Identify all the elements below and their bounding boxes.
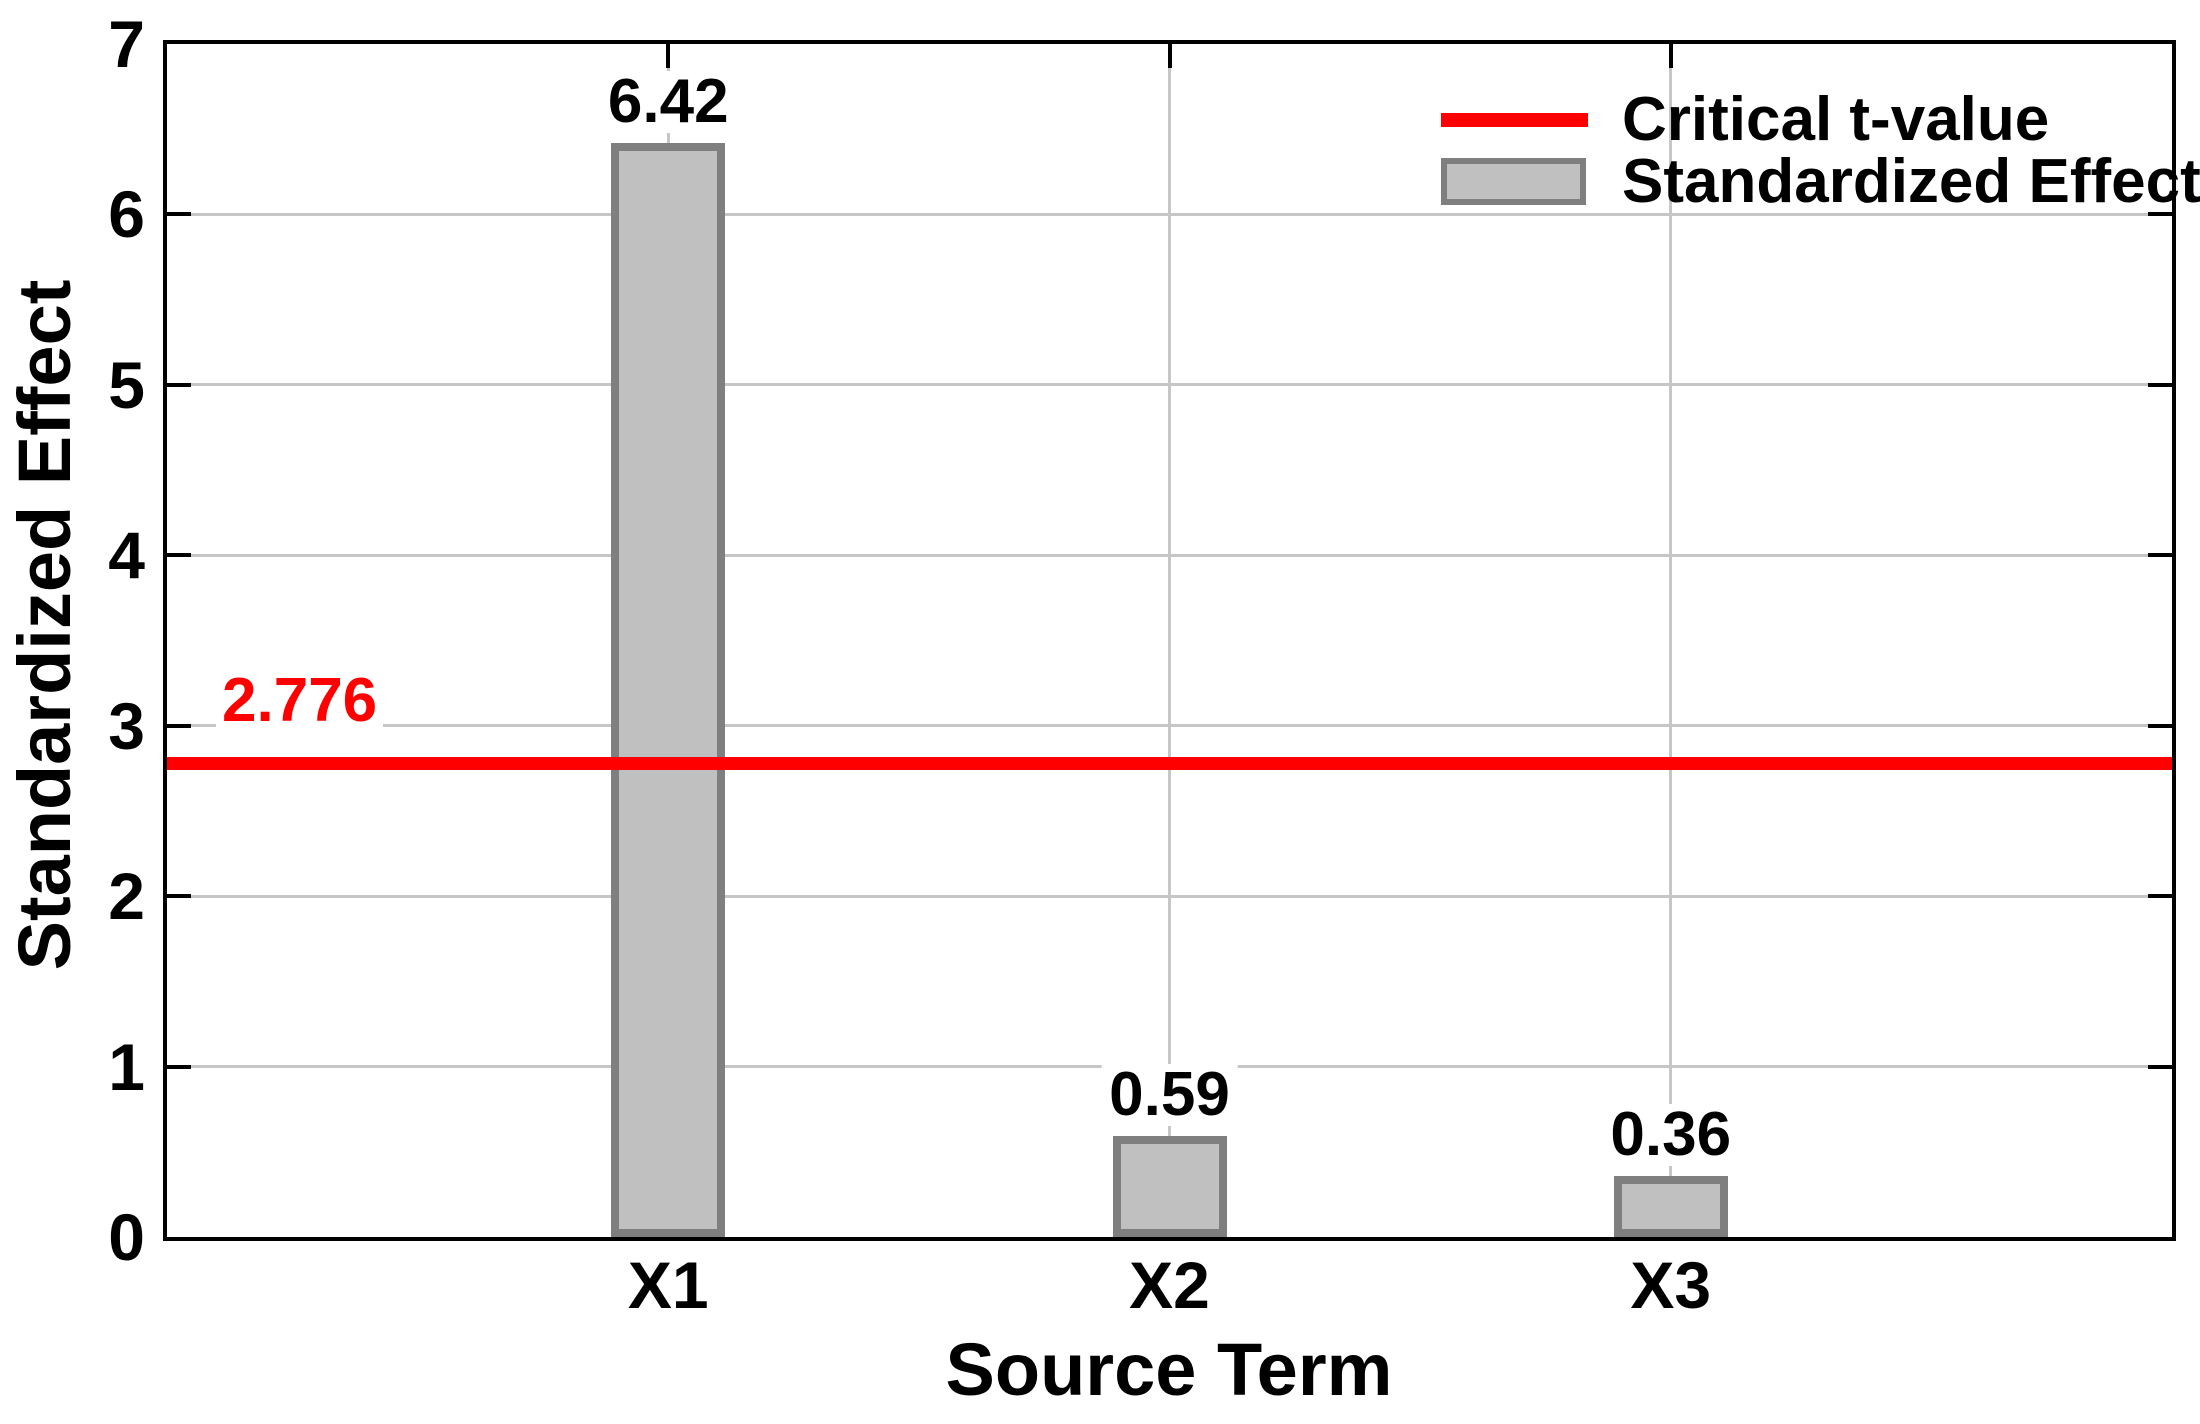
axis-tick — [167, 553, 191, 558]
x-tick-label: X2 — [1129, 1248, 1210, 1322]
axis-tick — [167, 382, 191, 387]
bar-value-label: 0.59 — [1101, 1064, 1238, 1127]
axis-tick — [2148, 894, 2172, 899]
y-tick-label: 0 — [108, 1200, 145, 1274]
axis-tick — [167, 894, 191, 899]
gridline-vertical — [1168, 44, 1171, 1237]
y-tick-label: 3 — [108, 688, 145, 763]
x-tick-label: X3 — [1630, 1248, 1712, 1322]
bar-value-label: 0.36 — [1602, 1103, 1740, 1166]
plot-area: 6.42 0.59 0.36 — [163, 40, 2176, 1241]
y-tick-label: 1 — [108, 1029, 145, 1104]
critical-line — [167, 757, 2172, 771]
bar-X3 — [1613, 1175, 1728, 1237]
axis-tick — [2148, 212, 2172, 217]
axis-tick — [167, 212, 191, 217]
axis-tick — [2148, 382, 2172, 387]
x-tick-label: X1 — [627, 1248, 709, 1322]
legend-critical-line-swatch — [1441, 113, 1588, 127]
legend-standardized-effect-swatch — [1441, 158, 1586, 205]
y-tick-label: 2 — [108, 859, 145, 934]
y-tick-label: 7 — [108, 7, 145, 81]
axis-tick — [2148, 1064, 2172, 1069]
y-tick-label: 5 — [108, 347, 145, 422]
bar-value-label: 6.42 — [599, 70, 737, 133]
axis-tick — [666, 44, 671, 68]
axis-tick — [2148, 723, 2172, 728]
bar-X2 — [1112, 1136, 1227, 1237]
y-tick-label: 6 — [108, 177, 145, 252]
legend-label-critical-t-value: Critical t-value — [1622, 85, 2050, 154]
legend-label-standardized-effect: Standardized Effect — [1622, 147, 2200, 216]
axis-tick — [167, 1064, 191, 1069]
axis-tick — [167, 723, 191, 728]
bar-X1 — [611, 142, 726, 1237]
y-tick-label: 4 — [108, 518, 145, 593]
gridline-vertical — [1669, 44, 1673, 1237]
x-axis-label: Source Term — [945, 1328, 1393, 1411]
axis-tick — [1167, 44, 1172, 68]
critical-line-label: 2.776 — [216, 668, 384, 734]
axis-tick — [2148, 553, 2172, 558]
axis-tick — [1668, 44, 1673, 68]
